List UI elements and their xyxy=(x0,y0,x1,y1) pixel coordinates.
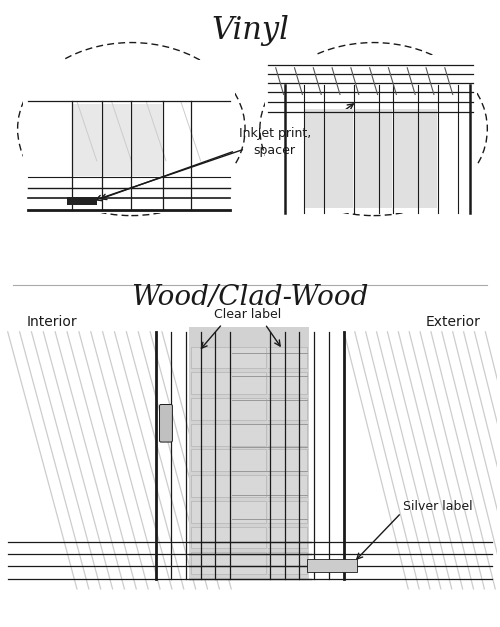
Bar xyxy=(190,501,266,523)
Bar xyxy=(394,109,437,208)
Bar xyxy=(190,527,266,549)
Text: Silver label: Silver label xyxy=(404,500,473,514)
Bar xyxy=(190,552,266,574)
Bar xyxy=(308,559,357,572)
Bar xyxy=(132,104,162,176)
Bar xyxy=(232,424,308,446)
Text: Vinyl: Vinyl xyxy=(211,14,289,46)
Bar xyxy=(190,424,266,446)
Bar xyxy=(265,55,478,213)
Bar xyxy=(232,347,308,369)
Bar xyxy=(230,327,310,579)
Ellipse shape xyxy=(18,43,245,216)
Bar xyxy=(67,198,96,205)
Bar xyxy=(102,104,130,176)
Ellipse shape xyxy=(260,43,488,216)
Text: Interior: Interior xyxy=(27,315,78,329)
Bar xyxy=(232,552,308,574)
Text: Clear label: Clear label xyxy=(214,308,282,322)
Bar xyxy=(190,475,266,497)
Bar xyxy=(306,109,353,208)
Bar xyxy=(190,372,266,394)
Bar xyxy=(188,327,268,579)
Bar xyxy=(232,501,308,523)
Text: Wood/Clad-Wood: Wood/Clad-Wood xyxy=(132,283,368,311)
Bar xyxy=(22,60,235,213)
FancyBboxPatch shape xyxy=(160,404,172,442)
Bar xyxy=(232,450,308,472)
Bar xyxy=(232,475,308,497)
Bar xyxy=(73,104,101,176)
Bar xyxy=(190,450,266,472)
Bar xyxy=(232,527,308,549)
Text: InkJet print,
spacer: InkJet print, spacer xyxy=(238,127,311,157)
Bar xyxy=(190,398,266,420)
Bar xyxy=(355,109,393,208)
Text: Exterior: Exterior xyxy=(426,315,480,329)
Bar xyxy=(232,372,308,394)
Bar xyxy=(190,347,266,369)
Bar xyxy=(232,398,308,420)
